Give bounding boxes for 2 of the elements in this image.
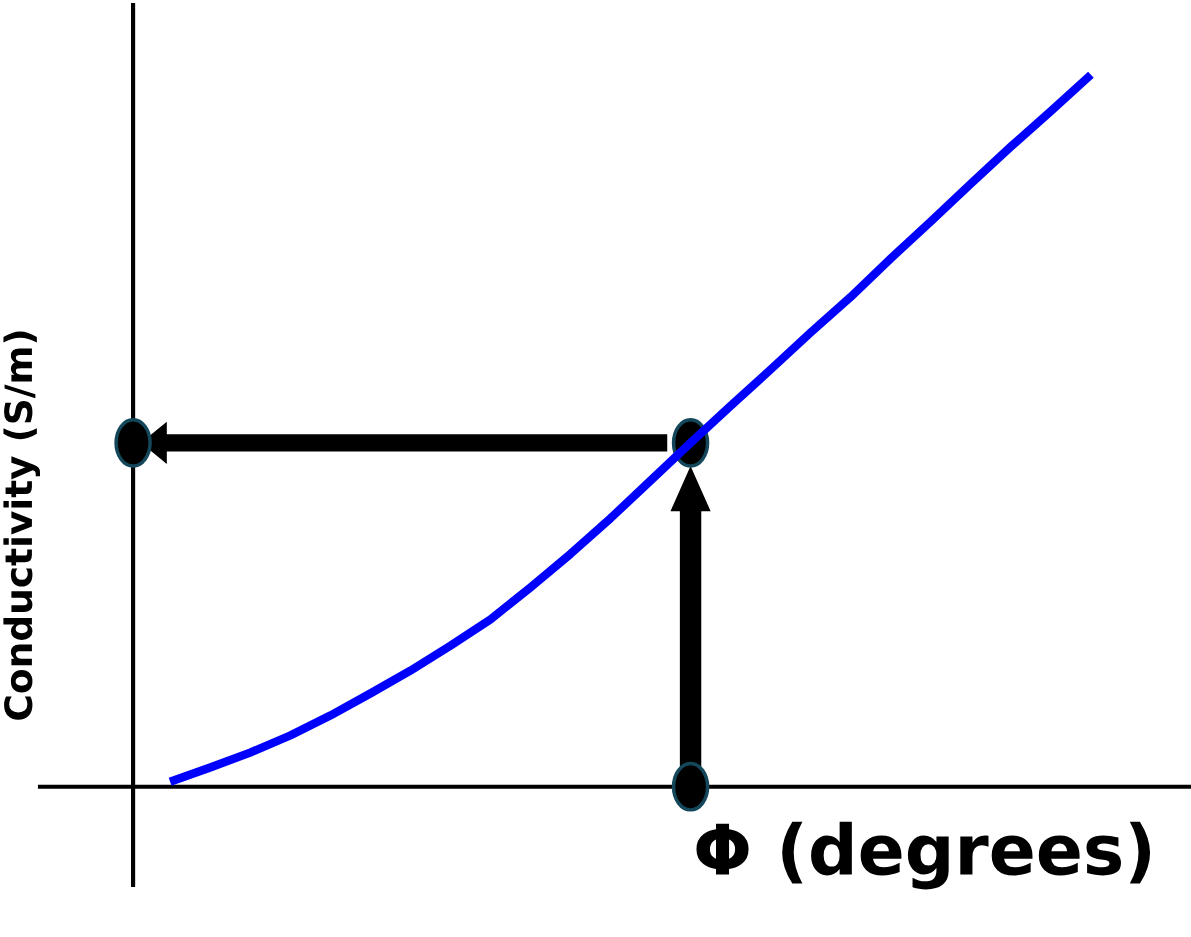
y-axis-title: Conductivity (S/m) [3, 331, 40, 720]
x-axis-title: Φ (degrees) [696, 821, 1151, 890]
